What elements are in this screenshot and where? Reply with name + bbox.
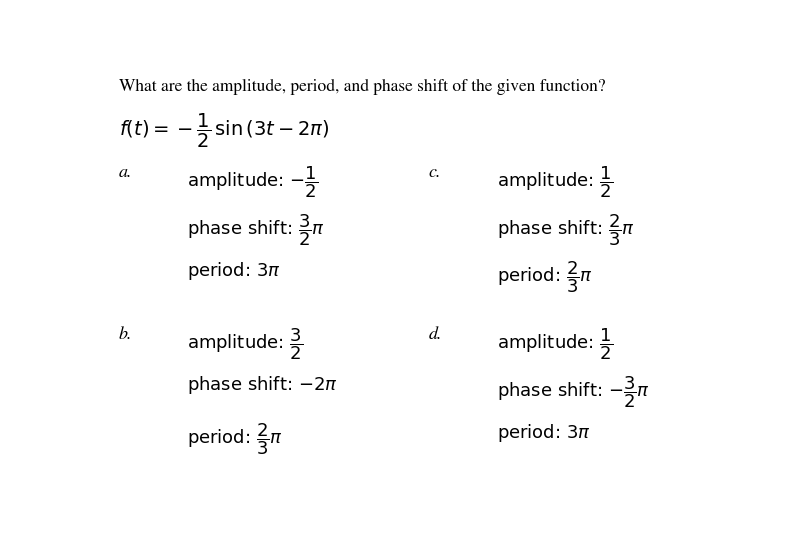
Text: amplitude: $\dfrac{3}{2}$: amplitude: $\dfrac{3}{2}$ [187, 326, 303, 362]
Text: period: $3\pi$: period: $3\pi$ [497, 421, 590, 444]
Text: period: $\dfrac{2}{3}\pi$: period: $\dfrac{2}{3}\pi$ [187, 421, 282, 457]
Text: period: $3\pi$: period: $3\pi$ [187, 260, 281, 282]
Text: phase shift: $\dfrac{2}{3}\pi$: phase shift: $\dfrac{2}{3}\pi$ [497, 212, 634, 247]
Text: period: $\dfrac{2}{3}\pi$: period: $\dfrac{2}{3}\pi$ [497, 260, 593, 295]
Text: $\mathit{f}(\mathit{t}) = -\dfrac{1}{2}\,\mathrm{sin}\,(3\mathit{t}-2\pi)$: $\mathit{f}(\mathit{t}) = -\dfrac{1}{2}\… [118, 113, 329, 150]
Text: c.: c. [429, 164, 441, 181]
Text: What are the amplitude, period, and phase shift of the given function?: What are the amplitude, period, and phas… [118, 79, 605, 95]
Text: d.: d. [429, 326, 442, 343]
Text: phase shift: $-\dfrac{3}{2}\pi$: phase shift: $-\dfrac{3}{2}\pi$ [497, 374, 650, 410]
Text: a.: a. [118, 164, 132, 181]
Text: amplitude: $-\dfrac{1}{2}$: amplitude: $-\dfrac{1}{2}$ [187, 164, 318, 200]
Text: amplitude: $\dfrac{1}{2}$: amplitude: $\dfrac{1}{2}$ [497, 326, 613, 362]
Text: amplitude: $\dfrac{1}{2}$: amplitude: $\dfrac{1}{2}$ [497, 164, 613, 200]
Text: phase shift: $\dfrac{3}{2}\pi$: phase shift: $\dfrac{3}{2}\pi$ [187, 212, 325, 247]
Text: phase shift: $-2\pi$: phase shift: $-2\pi$ [187, 374, 338, 396]
Text: b.: b. [118, 326, 132, 343]
